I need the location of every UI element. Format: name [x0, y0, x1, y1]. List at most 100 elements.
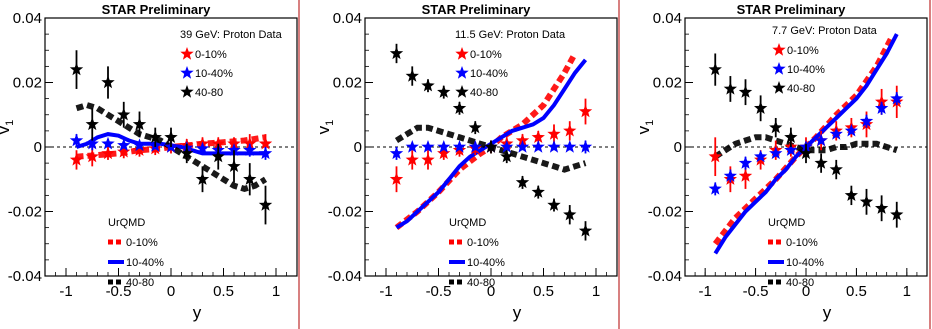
data-point-0-10pct: [211, 136, 225, 150]
data-point-10-40pct: [515, 140, 530, 153]
data-legend-marker: [772, 81, 786, 94]
model-legend-title: UrQMD: [108, 217, 145, 229]
data-point-0-10pct: [405, 152, 419, 166]
data-point-10-40pct: [69, 133, 84, 147]
model-legend-entry: 10-40%: [126, 257, 164, 269]
y-tick-label: -0.02: [328, 204, 362, 221]
data-point-10-40pct: [784, 143, 798, 156]
data-point-40-80: [468, 120, 482, 134]
data-point-0-10pct: [578, 104, 593, 118]
data-point-0-10pct: [227, 136, 241, 150]
y-tick-label: 0.04: [333, 10, 362, 27]
chart-title: STAR Preliminary: [422, 2, 532, 17]
x-tick-label: 0: [167, 283, 175, 300]
x-tick-label: 0.5: [533, 283, 554, 300]
data-point-10-40pct: [578, 140, 593, 153]
data-point-40-80: [829, 162, 843, 176]
data-legend-title: 39 GeV: Proton Data: [180, 29, 283, 41]
data-legend-title: 11.5 GeV: Proton Data: [455, 29, 566, 41]
data-legend-marker: [455, 66, 469, 79]
x-tick-label: -0.5: [743, 283, 769, 300]
data-legend-entry: 40-80: [470, 87, 498, 99]
data-point-0-10pct: [85, 149, 99, 163]
y-tick-label: 0.02: [333, 75, 362, 92]
data-point-10-40pct: [723, 169, 737, 182]
data-point-0-10pct: [738, 169, 753, 182]
x-tick-label: 0: [487, 283, 495, 300]
data-point-0-10pct: [875, 94, 889, 108]
x-tick-label: 1: [903, 283, 911, 300]
data-legend-entry: 40-80: [195, 87, 223, 99]
data-point-10-40pct: [859, 114, 874, 127]
x-tick-label: 0: [802, 283, 810, 300]
data-point-0-10pct: [421, 152, 435, 166]
data-point-40-80: [578, 223, 593, 237]
data-legend: 39 GeV: Proton Data 0-10% 10-40% 40-80: [180, 29, 283, 99]
data-point-0-10pct: [515, 133, 530, 147]
data-point-0-10pct: [563, 123, 577, 137]
data-legend-entry: 10-40%: [470, 68, 508, 80]
model-legend-entry: 0-10%: [786, 237, 818, 249]
data-point-10-40pct: [437, 140, 451, 153]
model-legend-entry: 10-40%: [467, 257, 505, 269]
y-tick-label: 0.04: [13, 10, 42, 27]
data-point-40-80: [405, 69, 419, 82]
data-legend-marker: [455, 85, 469, 98]
chart-title: STAR Preliminary: [737, 2, 847, 17]
data-point-40-80: [875, 201, 889, 214]
data-legend-entry: 10-40%: [195, 68, 233, 80]
data-point-0-10pct: [531, 130, 545, 143]
x-axis-label: y: [823, 303, 832, 322]
data-legend-title: 7.7 GeV: Proton Data: [772, 25, 878, 37]
y-tick-label: 0.02: [13, 75, 42, 92]
data-point-10-40pct: [227, 143, 241, 156]
model-legend-entry: 40-80: [786, 277, 814, 289]
data-point-0-10pct: [132, 143, 147, 156]
data-point-10-40pct: [890, 91, 904, 105]
model-legend-entry: 40-80: [126, 277, 154, 289]
x-tick-label: -1: [59, 283, 72, 300]
data-point-40-80: [859, 194, 874, 208]
model-curve-40-80: [713, 134, 898, 160]
data-legend-entry: 40-80: [787, 83, 815, 95]
data-point-10-40pct: [85, 136, 99, 150]
data-point-40-80: [243, 172, 257, 185]
data-point-10-40pct: [531, 140, 545, 153]
data-point-40-80: [738, 85, 753, 98]
data-legend-marker: [180, 66, 194, 79]
chart-panel-7p7gev: STAR Preliminary -1 -0.5 0 0.5 1 -0.04 -0.02 0 0.…: [634, 0, 931, 329]
chart-panel-11p5gev: STAR Preliminary -1 -0.5 0 0.5 1 -0.04 -0.02 0 0.…: [314, 0, 620, 329]
x-tick-label: 0.5: [846, 283, 867, 300]
data-point-10-40pct: [814, 133, 828, 147]
data-point-40-80: [437, 85, 451, 98]
data-point-10-40pct: [421, 140, 435, 153]
data-point-40-80: [389, 46, 404, 60]
data-legend-marker: [455, 47, 469, 60]
y-tick-label: 0: [34, 139, 42, 156]
data-legend: 7.7 GeV: Proton Data 0-10% 10-40% 40-80: [772, 25, 878, 95]
data-point-10-40pct: [738, 156, 753, 169]
y-tick-label: 0: [354, 139, 362, 156]
data-point-40-80: [547, 198, 561, 211]
data-point-40-80: [211, 149, 225, 163]
data-point-10-40pct: [243, 143, 257, 156]
data-point-40-80: [164, 130, 178, 143]
data-point-40-80: [180, 146, 194, 160]
data-legend-marker: [180, 85, 194, 98]
data-point-40-80: [844, 188, 858, 201]
data-point-40-80: [769, 120, 783, 134]
data-point-40-80: [484, 140, 498, 153]
data-point-40-80: [148, 130, 162, 143]
data-legend-entry: 0-10%: [787, 45, 819, 57]
data-point-40-80: [708, 62, 722, 76]
data-point-10-40pct: [195, 141, 210, 155]
data-point-10-40pct: [829, 127, 843, 140]
data-legend-marker: [772, 62, 786, 75]
model-legend-entry: 40-80: [467, 277, 495, 289]
data-point-40-80: [531, 185, 545, 198]
model-legend: UrQMD 0-10% 10-40% 40-80: [449, 217, 505, 289]
model-legend: UrQMD 0-10% 10-40% 40-80: [768, 217, 824, 289]
model-legend: UrQMD 0-10% 10-40% 40-80: [108, 217, 164, 289]
y-axis-label: v1: [0, 120, 16, 135]
y-tick-label: 0.04: [653, 10, 682, 27]
